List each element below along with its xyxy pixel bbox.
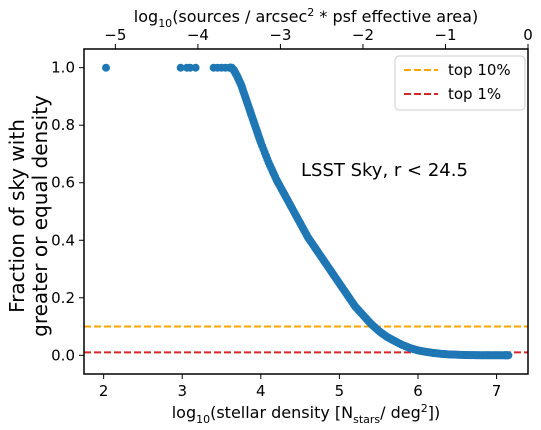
top-axis-label: log10(sources / arcsec2 * psf effective … <box>134 6 478 30</box>
y-tick-label: 1.0 <box>51 59 75 77</box>
y-tick-label: 0.6 <box>51 174 75 192</box>
data-point <box>186 63 195 72</box>
chart-annotation: LSST Sky, r < 24.5 <box>301 160 468 181</box>
x-tick-label: 4 <box>256 382 266 400</box>
top-tick-label: −5 <box>104 26 126 44</box>
legend: top 10% top 1% <box>394 55 526 111</box>
top-tick-label: −4 <box>187 26 209 44</box>
data-point <box>191 63 200 72</box>
legend-label-top-10: top 10% <box>448 61 511 79</box>
top-tick-label: 0 <box>523 26 533 44</box>
bottom-axis-ticks: 2 3 4 5 6 7 <box>99 374 501 400</box>
y-tick-label: 0.8 <box>51 116 75 134</box>
y-tick-label: 0.2 <box>51 289 75 307</box>
y-axis-label-line-1: Fraction of sky with <box>5 119 29 313</box>
data-point <box>102 63 111 72</box>
data-point <box>503 351 512 360</box>
x-tick-label: 2 <box>99 382 109 400</box>
x-tick-label: 7 <box>492 382 502 400</box>
data-point <box>263 155 272 164</box>
y-axis-label-line-2: greater or equal density <box>28 95 52 337</box>
top-tick-label: −1 <box>434 26 456 44</box>
data-point <box>176 63 185 72</box>
x-tick-label: 5 <box>335 382 345 400</box>
reference-lines <box>84 325 528 354</box>
top-tick-label: −3 <box>269 26 291 44</box>
x-tick-label: 6 <box>413 382 423 400</box>
y-tick-label: 0.0 <box>51 346 75 364</box>
plot-frame <box>83 48 529 375</box>
legend-label-top-1: top 1% <box>448 85 501 103</box>
left-axis-ticks: 0.0 0.2 0.4 0.6 0.8 1.0 <box>51 59 84 364</box>
x-axis-label: log10(stellar density [Nstars/ deg2]) <box>172 402 441 426</box>
top-axis-ticks: −5 −4 −3 −2 −1 0 <box>104 26 533 49</box>
top-tick-label: −2 <box>352 26 374 44</box>
y-tick-label: 0.4 <box>51 231 75 249</box>
x-tick-label: 3 <box>177 382 187 400</box>
data-points <box>102 63 513 360</box>
